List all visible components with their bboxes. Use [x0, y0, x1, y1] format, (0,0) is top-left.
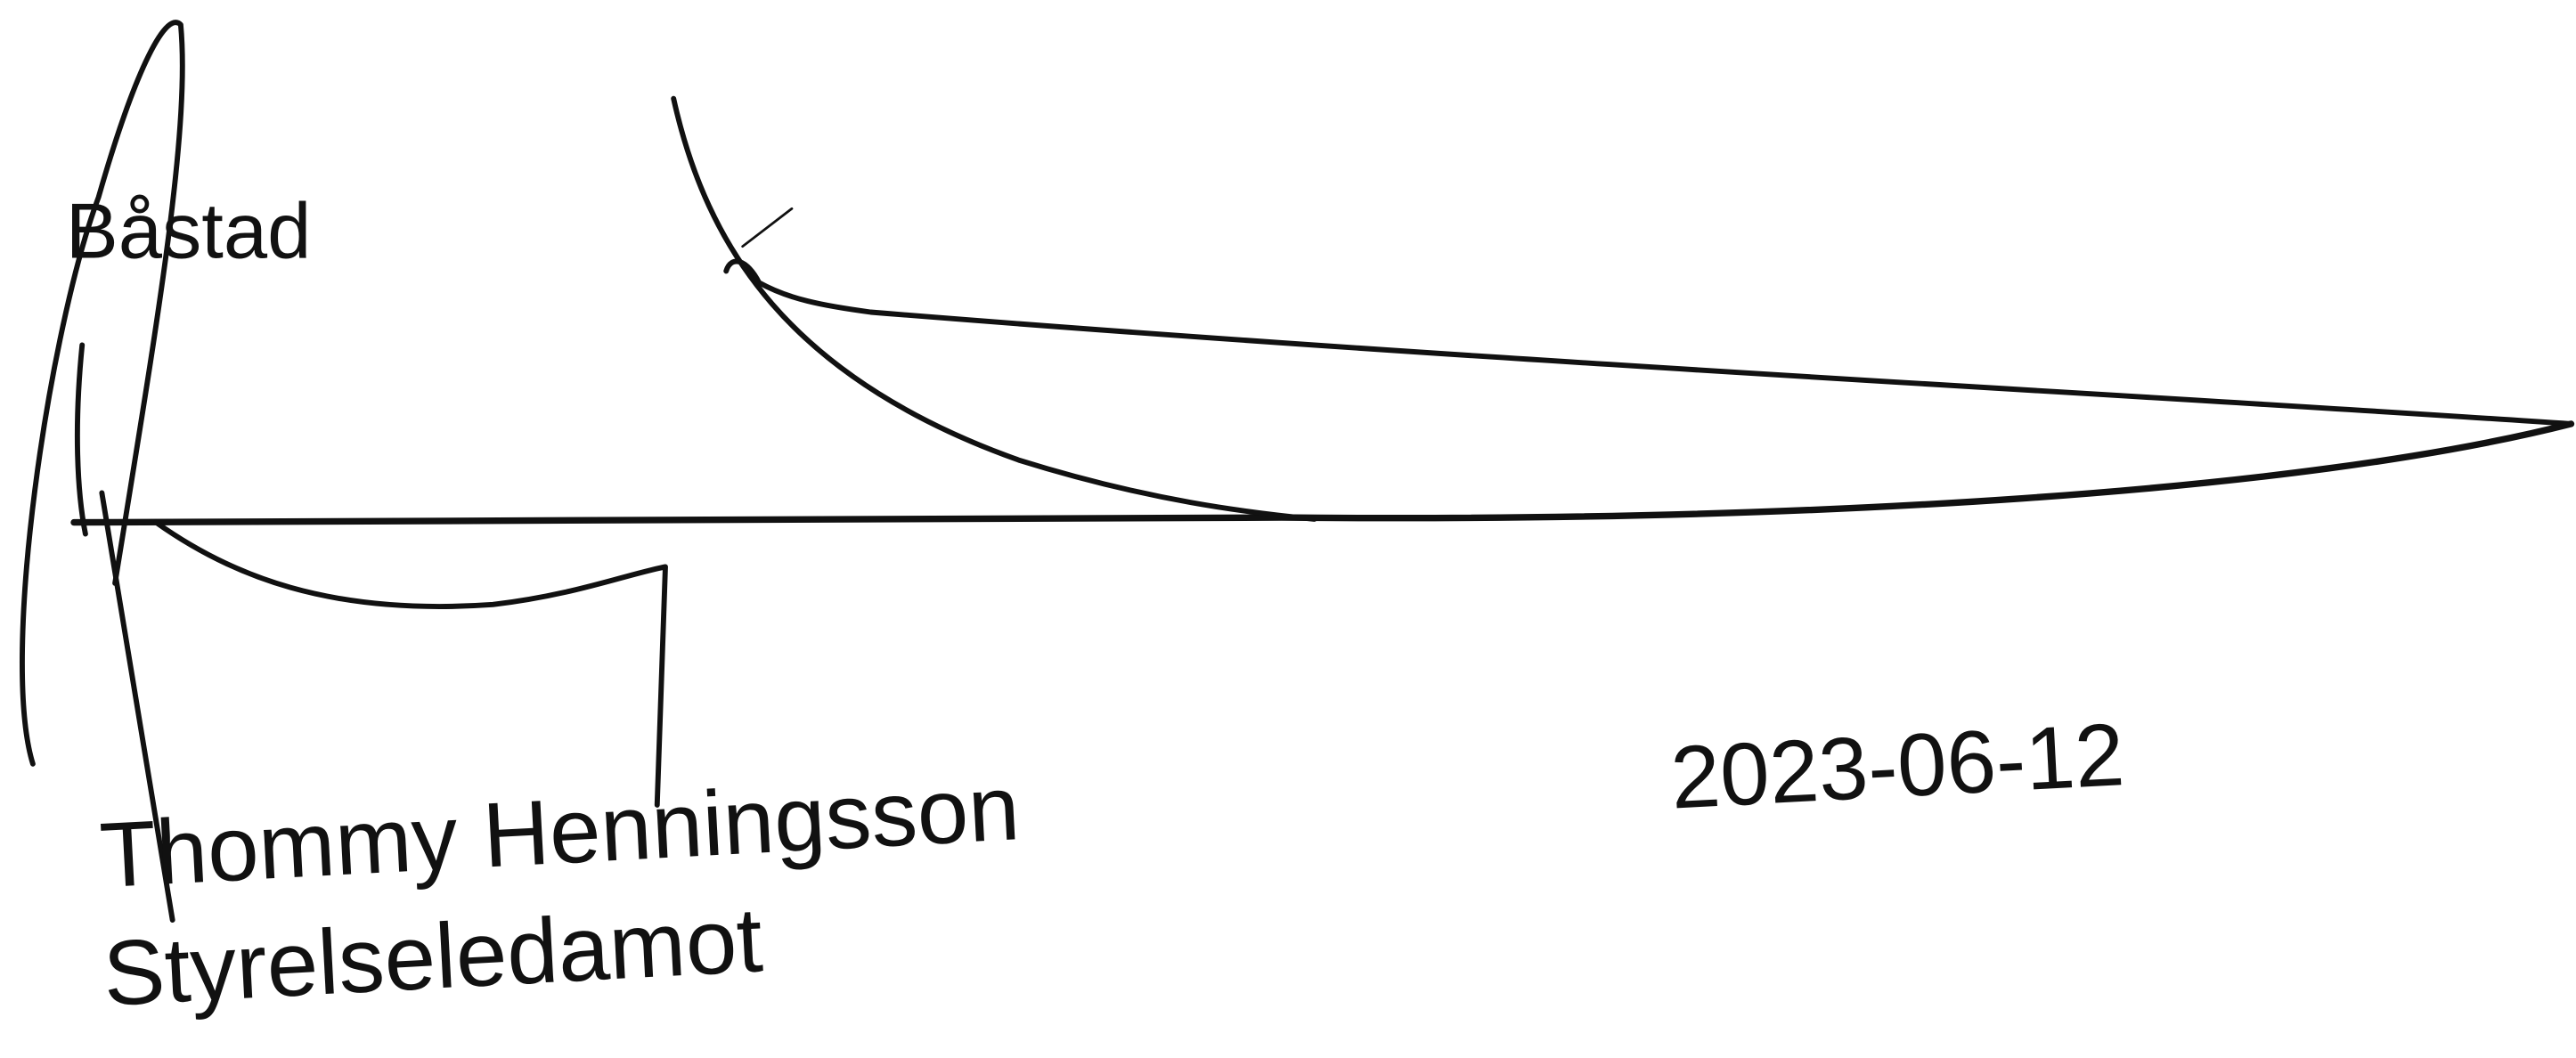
signature-stroke: [19, 20, 185, 767]
place: Båstad: [66, 187, 312, 275]
signature-stroke: [671, 95, 1317, 522]
signature-stroke: [74, 342, 88, 537]
signature-stroke: [153, 519, 668, 808]
handwritten-signature: [19, 20, 2575, 923]
date: 2023-06-12: [1668, 705, 2127, 828]
signatory-role: Styrelseledamot: [101, 887, 765, 1025]
signature-stroke: [741, 207, 794, 248]
signatory-name: Thommy Henningsson: [97, 755, 1022, 907]
signature-stroke: [99, 490, 175, 923]
signature-stroke: [723, 258, 2574, 427]
signature-stroke: [70, 420, 2575, 526]
